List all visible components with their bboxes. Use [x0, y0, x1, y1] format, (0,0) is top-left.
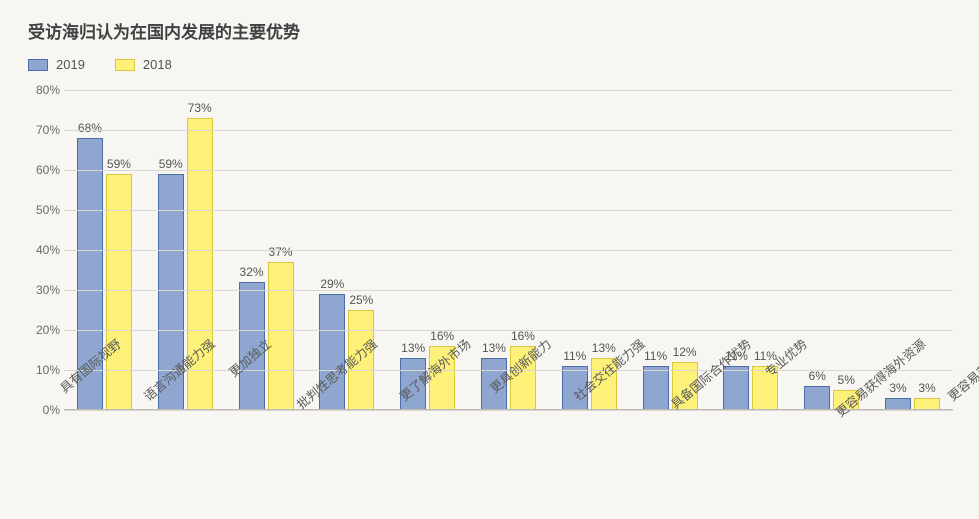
legend-swatch-2018	[115, 59, 135, 71]
chart-title: 受访海归认为在国内发展的主要优势	[28, 18, 961, 43]
bar-value-label: 11%	[644, 349, 667, 363]
y-tick-label: 40%	[26, 243, 60, 257]
bar-value-label: 11%	[563, 349, 586, 363]
chart-container: 受访海归认为在国内发展的主要优势 2019 2018 68% 59% 59% 73% 3…	[0, 0, 979, 519]
legend: 2019 2018	[28, 57, 961, 72]
legend-swatch-2019	[28, 59, 48, 71]
legend-label-2019: 2019	[56, 57, 85, 72]
bar-value-label: 73%	[188, 101, 212, 115]
gridline	[64, 290, 953, 291]
y-tick-label: 0%	[26, 403, 60, 417]
bar-value-label: 5%	[838, 373, 855, 387]
legend-label-2018: 2018	[143, 57, 172, 72]
bar-value-label: 29%	[320, 277, 344, 291]
gridline	[64, 210, 953, 211]
bar-value-label: 25%	[349, 293, 373, 307]
y-tick-label: 60%	[26, 163, 60, 177]
y-tick-label: 30%	[26, 283, 60, 297]
y-tick-label: 70%	[26, 123, 60, 137]
bar-value-label: 37%	[269, 245, 293, 259]
y-tick-label: 50%	[26, 203, 60, 217]
y-tick-label: 80%	[26, 83, 60, 97]
gridline	[64, 90, 953, 91]
x-axis-labels: 具有国际视野语言沟通能力强更加独立批判性思考能力强更了解海外市场更具创新能力社会…	[36, 320, 971, 349]
gridline	[64, 130, 953, 131]
bar-value-label: 6%	[809, 369, 826, 383]
bar-value-label: 68%	[78, 121, 102, 135]
gridline	[64, 170, 953, 171]
bar-value-label: 32%	[240, 265, 264, 279]
gridline	[64, 410, 953, 411]
bar-value-label: 3%	[918, 381, 935, 395]
bar-2019: 11%	[723, 366, 749, 410]
bar-value-label: 3%	[889, 381, 906, 395]
legend-item-2018: 2018	[115, 57, 172, 72]
gridline	[64, 250, 953, 251]
bar-value-label: 59%	[159, 157, 183, 171]
bar-2019: 6%	[804, 386, 830, 410]
y-tick-label: 10%	[26, 363, 60, 377]
legend-item-2019: 2019	[28, 57, 85, 72]
bar-2019: 11%	[643, 366, 669, 410]
bar-value-label: 59%	[107, 157, 131, 171]
